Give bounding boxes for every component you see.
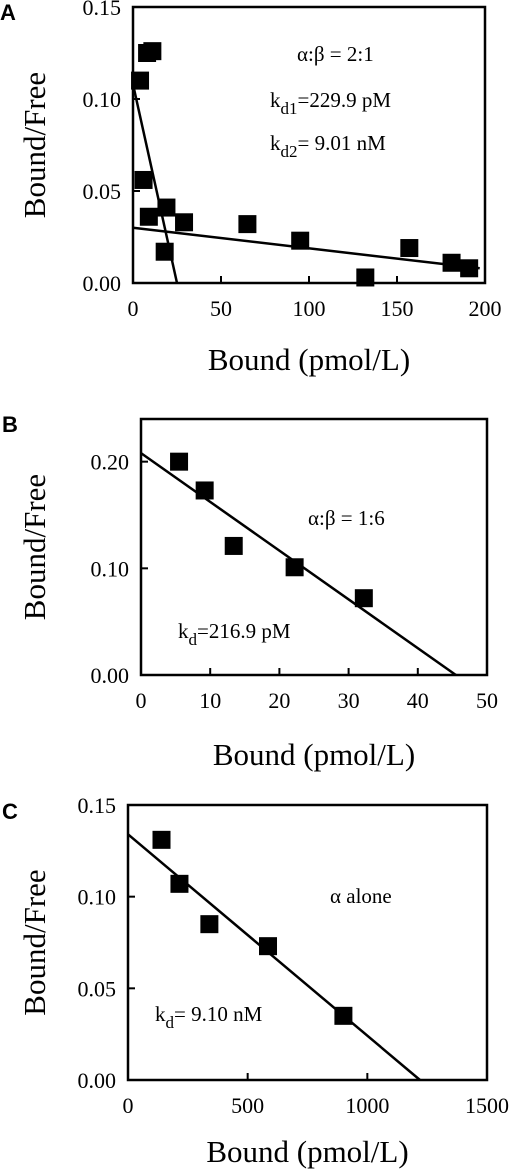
y-axis-label: Bound/Free [17,72,52,218]
y-axis-label: Bound/Free [17,474,52,620]
x-tick-label: 40 [407,688,429,713]
data-point [354,589,373,608]
annotation-main: α:β = 2:1 [297,42,374,66]
panel-label: C [2,799,18,824]
x-axis-label: Bound (pmol/L) [206,1134,408,1169]
panel-label: A [0,0,16,25]
x-tick-label: 30 [338,688,360,713]
data-point [134,170,153,189]
annotation: kd2= 9.01 nM [270,131,386,161]
data-point [157,198,176,217]
annotation: α alone [330,884,392,908]
y-tick-label: 0.15 [83,0,122,20]
annotation-text: = 9.10 nM [174,1002,263,1026]
y-tick-label: 0.10 [78,885,117,910]
data-point [224,536,243,555]
x-axis-label: Bound (pmol/L) [208,342,410,377]
fit-line [127,833,421,1081]
y-tick-label: 0.00 [78,1068,117,1093]
annotation-subscript: d [189,630,198,649]
annotation-subscript: d2 [281,142,298,161]
annotation: kd1=229.9 pM [270,88,391,118]
panel-c: C 0 500 1000 1500 0.00 0.05 0.10 0.15 Bound (pmol… [2,793,509,1169]
y-tick-label: 0.00 [91,663,130,688]
annotation: α:β = 1:6 [308,506,385,530]
data-point [170,452,189,471]
y-axis-label: Bound/Free [17,869,52,1015]
data-point [238,215,257,234]
data-point [442,253,461,272]
panel-b: B 0 10 20 30 40 50 0.00 0.10 0.20 Bound (pmol/L) Bo… [2,412,498,772]
annotation-text: =229.9 pM [298,88,392,112]
data-point [285,558,304,577]
data-point [139,207,158,226]
annotation-main: α:β = 1:6 [308,506,385,530]
data-point [175,213,194,232]
x-tick-label: 1500 [465,1093,509,1118]
annotation-main: k [270,88,281,112]
data-point [460,259,479,278]
annotation: kd=216.9 pM [178,619,291,649]
x-tick-label: 50 [476,688,498,713]
x-axis-label: Bound (pmol/L) [213,737,415,772]
annotation-text: = 9.01 nM [298,131,387,155]
annotation-subscript: d1 [281,99,298,118]
data-point [170,874,189,893]
annotation-main: k [155,1002,166,1026]
x-tick-label: 0 [123,1093,134,1118]
data-point [356,268,375,287]
data-point [334,1006,353,1025]
data-point [155,242,174,261]
x-tick-label: 500 [231,1093,264,1118]
x-tick-label: 0 [136,688,147,713]
x-tick-label: 100 [293,296,326,321]
panel-label: B [2,412,18,437]
y-tick-label: 0.10 [83,87,122,112]
data-point [131,71,150,90]
x-tick-label: 150 [381,296,414,321]
annotation-text: =216.9 pM [197,619,291,643]
y-tick-label: 0.10 [91,556,130,581]
data-point [200,915,219,934]
annotation-subscript: d [166,1013,175,1032]
data-point [143,42,162,61]
x-tick-label: 0 [128,296,139,321]
plot-frame [139,417,489,677]
data-point [152,830,171,849]
annotation-main: k [270,131,281,155]
x-tick-label: 10 [199,688,221,713]
x-tick-label: 20 [268,688,290,713]
data-point [400,239,419,258]
annotation-main: k [178,619,189,643]
y-tick-label: 0.20 [91,450,130,475]
data-point [259,937,278,956]
annotation: kd= 9.10 nM [155,1002,263,1032]
x-tick-label: 200 [469,296,502,321]
annotation: α:β = 2:1 [297,42,374,66]
annotation-main: α alone [330,884,392,908]
x-tick-label: 50 [210,296,232,321]
y-tick-label: 0.15 [78,793,117,818]
data-point [291,231,310,250]
y-tick-label: 0.00 [83,271,122,296]
y-tick-label: 0.05 [83,179,122,204]
data-point [195,481,214,500]
x-tick-label: 1000 [345,1093,389,1118]
y-tick-label: 0.05 [78,976,117,1001]
panel-a: A 0 50 100 150 200 0.00 0.05 0.10 0.15 Bound (pmol… [0,0,502,377]
plot-frame [126,803,489,1082]
